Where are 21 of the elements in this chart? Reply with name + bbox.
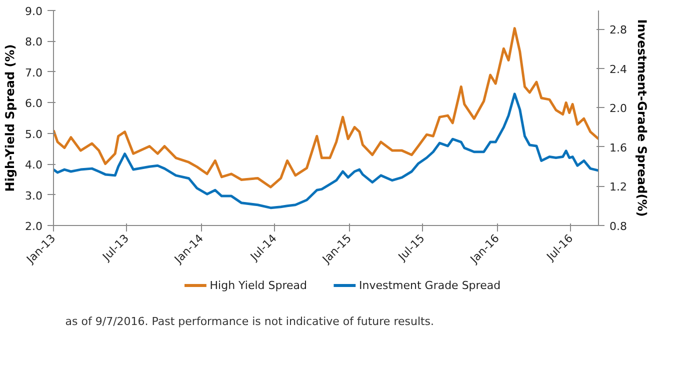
y-axis-title: High-Yield Spread (%): [3, 44, 18, 192]
text: as of 9/7/2016. Past performance is not indicative of future results.: [65, 315, 434, 328]
y-tick-label: 4.0: [25, 158, 43, 172]
y-tick-label: 5.0: [25, 128, 43, 141]
y-tick-label: 2.0: [25, 220, 43, 233]
line-series: [54, 92, 598, 210]
y2-axis-title: Investment-Grade Spread(%): [634, 19, 649, 217]
y2-tick-label: 2.8: [610, 24, 627, 37]
y-tick-label: 6.0: [25, 97, 43, 110]
y-tick-label: 8.0: [25, 36, 43, 49]
y2-tick-label: 2.4: [610, 62, 627, 76]
y-tick-label: 7.0: [25, 66, 43, 80]
y-tick-label: 3.0: [25, 189, 43, 202]
y2-tick-label: 2.0: [610, 102, 627, 116]
legend-label: High Yield Spread: [210, 279, 307, 292]
line-series: [54, 27, 598, 188]
y2-tick-label: 1.6: [610, 141, 627, 154]
y2-tick-label: 0.8: [610, 220, 627, 233]
y2-tick-label: 1.2: [610, 180, 627, 194]
y-tick-label: 9.0: [25, 5, 43, 18]
legend-label: Investment Grade Spread: [358, 279, 501, 292]
